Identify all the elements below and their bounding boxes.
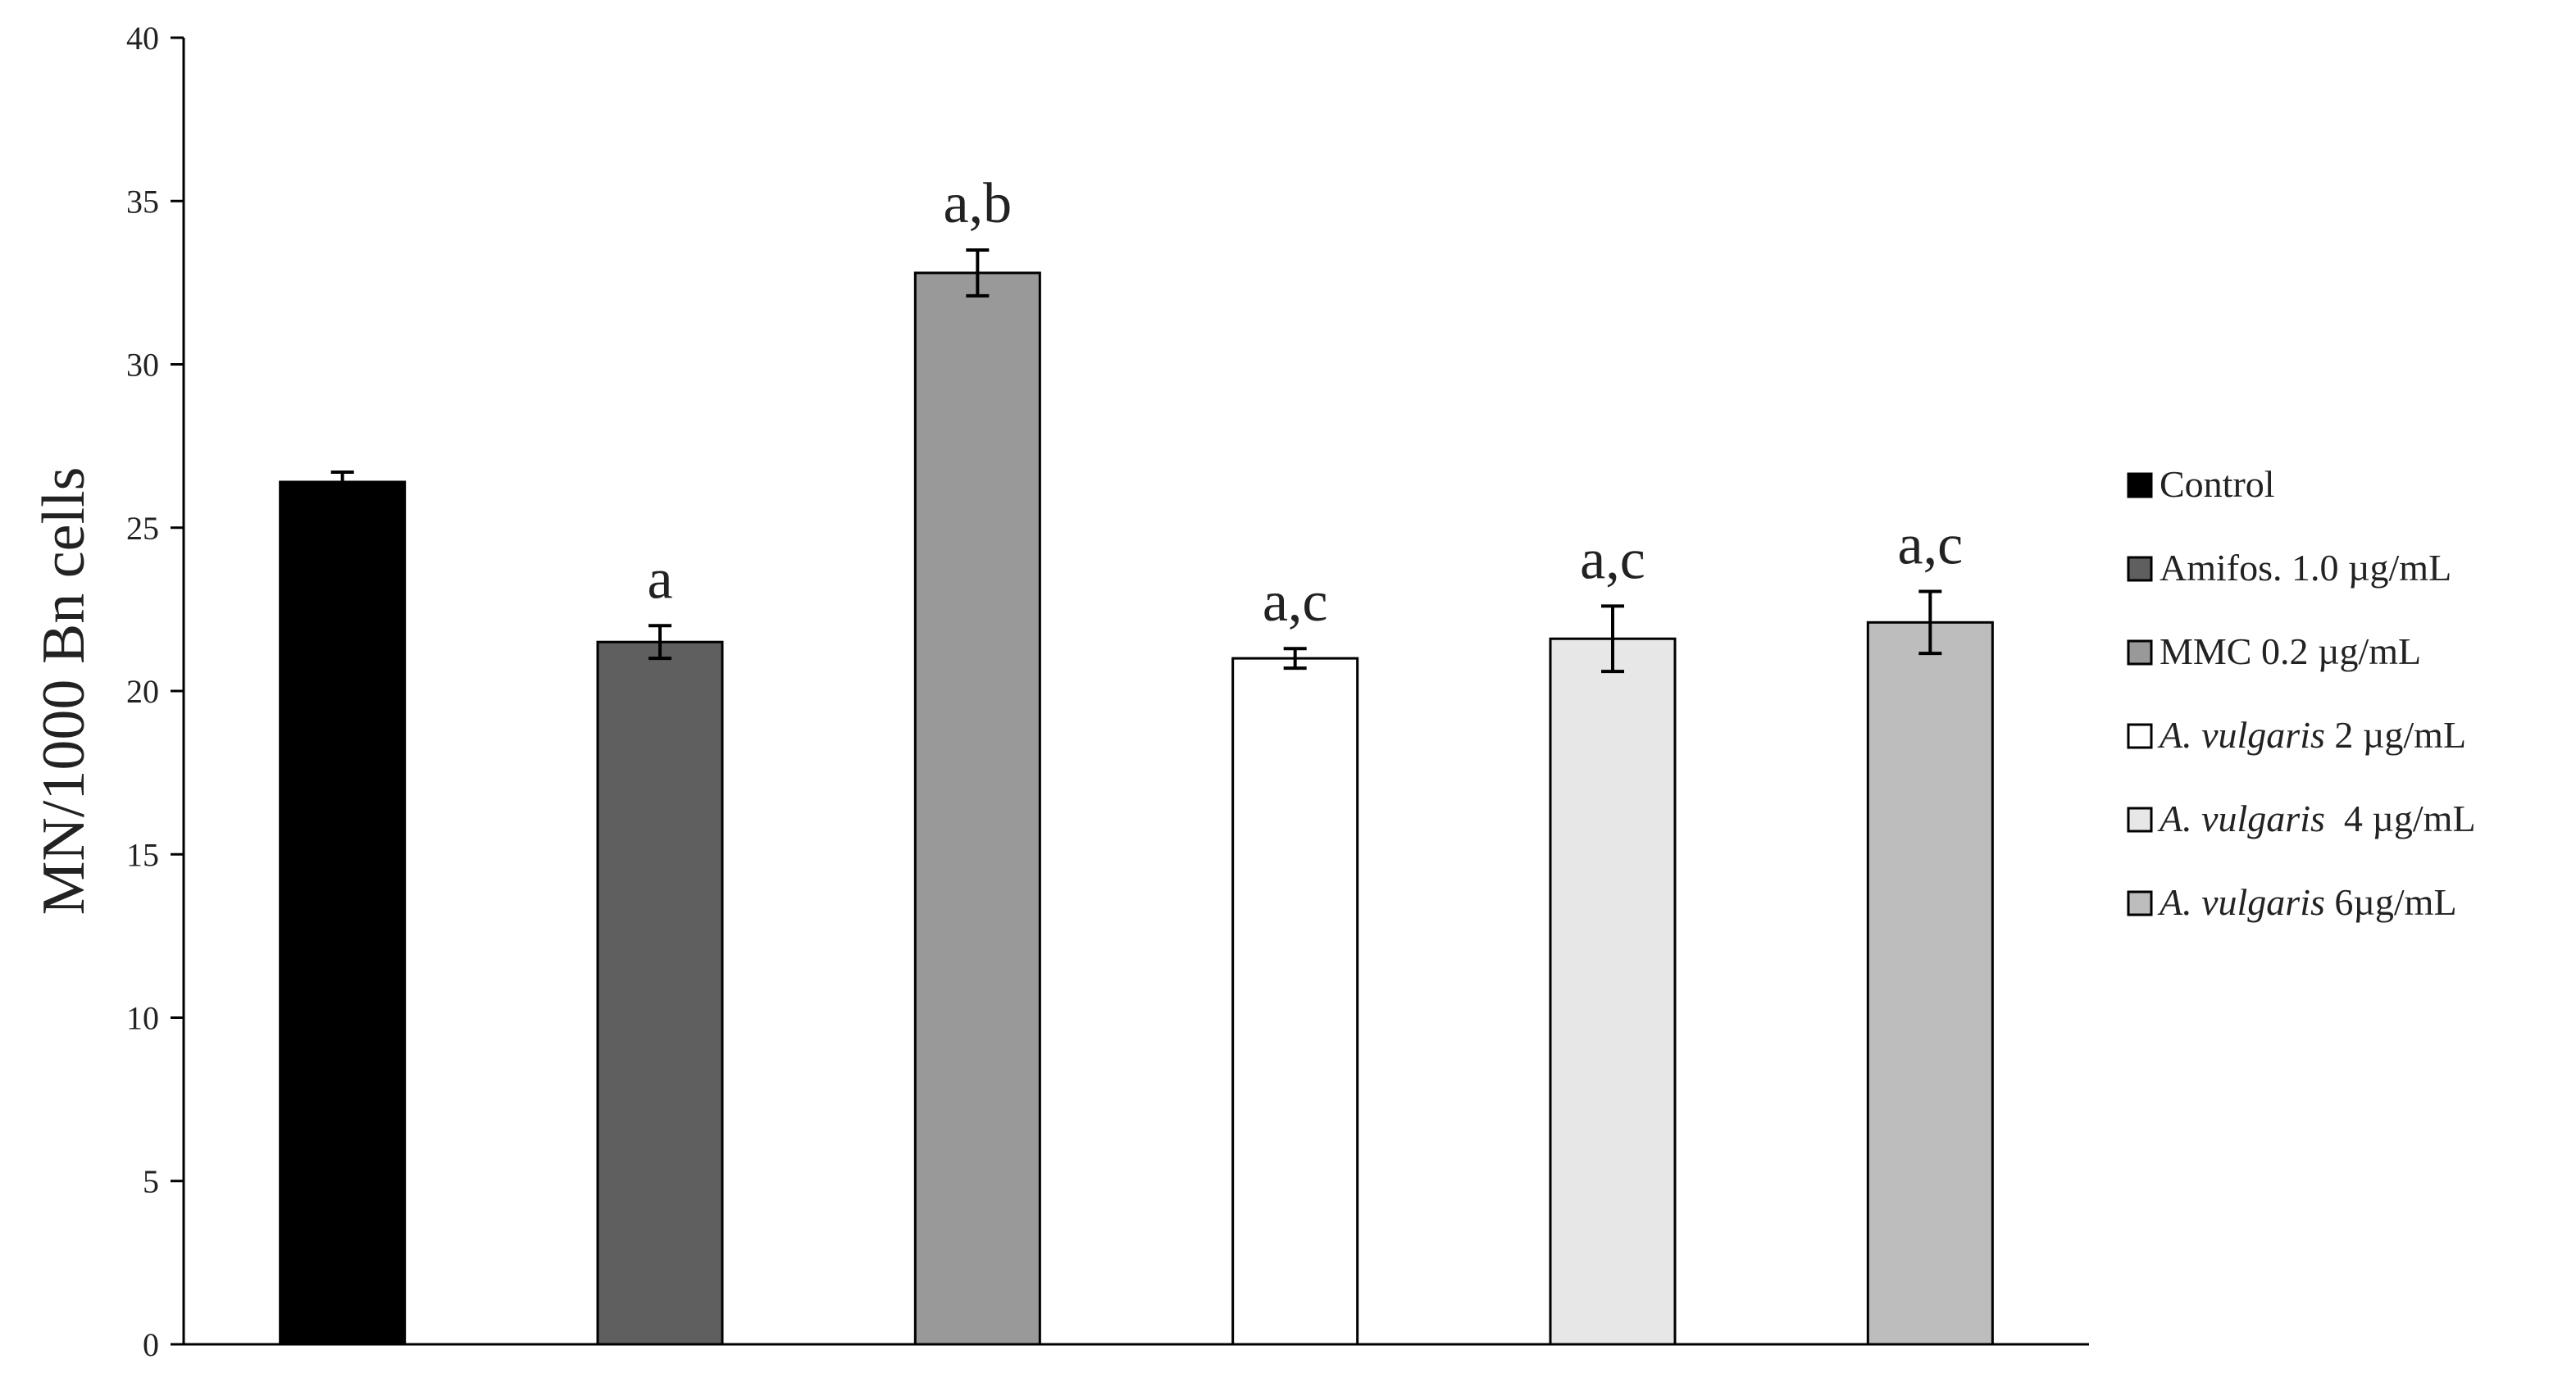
- legend-label-2: MMC 0.2 µg/mL: [2160, 630, 2421, 672]
- y-axis-ticks: 0 5 10 15 20 25 30 35 40: [126, 20, 184, 1363]
- legend-label-text-1: Amifos. 1.0 µg/mL: [2160, 547, 2451, 589]
- y-tick-label: 35: [126, 183, 159, 220]
- legend-item-2: MMC 0.2 µg/mL: [2127, 630, 2421, 672]
- y-tick-label: 15: [126, 836, 159, 873]
- legend-item-4: A. vulgaris 4 µg/mL: [2127, 798, 2476, 839]
- significance-label-2: a,b: [944, 172, 1013, 235]
- legend-swatch-1: [2127, 556, 2153, 582]
- legend-item-1: Amifos. 1.0 µg/mL: [2127, 547, 2451, 589]
- legend-label-italic-4: A. vulgaris: [2157, 798, 2325, 839]
- significance-label-3: a,c: [1263, 571, 1328, 634]
- legend-label-italic-5: A. vulgaris: [2157, 881, 2325, 923]
- legend-item-5: A. vulgaris 6µg/mL: [2127, 881, 2457, 923]
- y-tick-label: 30: [126, 347, 159, 384]
- legend: Control Amifos. 1.0 µg/mL MMC 0.2 µg/mL A. …: [2127, 463, 2476, 923]
- legend-swatch-4: [2127, 807, 2153, 833]
- significance-label-1: a: [647, 548, 672, 611]
- legend-label-4: A. vulgaris 4 µg/mL: [2157, 798, 2476, 839]
- legend-swatch-5: [2127, 890, 2153, 916]
- significance-label-4: a,c: [1580, 528, 1645, 591]
- y-tick-label: 0: [143, 1326, 159, 1363]
- bar-5: [1866, 621, 1994, 1346]
- legend-item-0: Control: [2127, 463, 2275, 505]
- legend-item-3: A. vulgaris 2 µg/mL: [2127, 714, 2466, 756]
- bar-0: [279, 480, 407, 1346]
- axes: [182, 38, 2089, 1346]
- y-tick-label: 5: [143, 1163, 159, 1200]
- legend-label-text-5: 6µg/mL: [2325, 881, 2457, 923]
- legend-swatch-2: [2127, 639, 2153, 666]
- legend-swatch-3: [2127, 723, 2153, 749]
- legend-label-0: Control: [2160, 463, 2275, 505]
- y-axis-title: MN/1000 Bn cells: [30, 467, 98, 916]
- legend-label-1: Amifos. 1.0 µg/mL: [2160, 547, 2451, 589]
- legend-swatch-0: [2127, 472, 2153, 498]
- bar-4: [1549, 637, 1677, 1346]
- bar-2: [913, 271, 1041, 1346]
- y-tick-label: 25: [126, 510, 159, 547]
- bar-3: [1231, 657, 1359, 1346]
- legend-label-text-0: Control: [2160, 463, 2275, 505]
- bars-group: a a,b a,c a,c a,c: [279, 172, 1994, 1346]
- legend-label-text-3: 2 µg/mL: [2325, 714, 2466, 756]
- legend-label-text-2: MMC 0.2 µg/mL: [2160, 630, 2421, 672]
- legend-label-text-4: 4 µg/mL: [2325, 798, 2476, 839]
- y-tick-label: 20: [126, 673, 159, 710]
- significance-label-5: a,c: [1898, 513, 1964, 576]
- legend-label-3: A. vulgaris 2 µg/mL: [2157, 714, 2466, 756]
- bar-1: [596, 640, 724, 1346]
- legend-label-5: A. vulgaris 6µg/mL: [2157, 881, 2457, 923]
- legend-label-italic-3: A. vulgaris: [2157, 714, 2325, 756]
- y-tick-label: 10: [126, 1000, 159, 1037]
- y-tick-label: 40: [126, 20, 159, 57]
